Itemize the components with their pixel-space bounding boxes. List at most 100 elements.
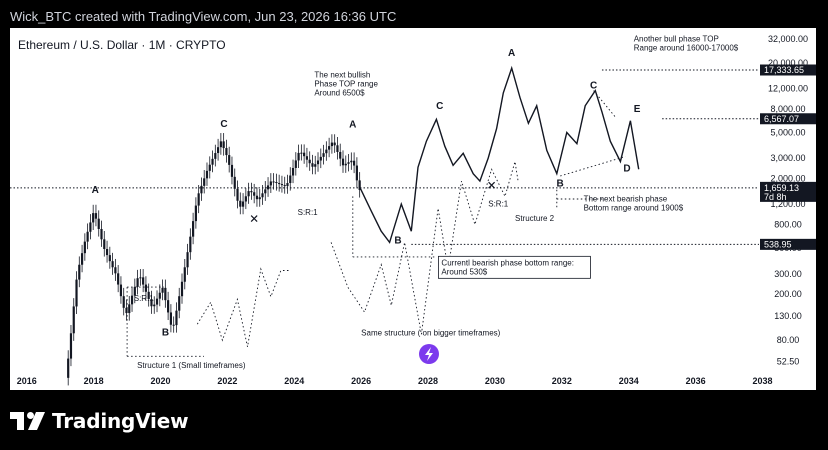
candle-body [261,193,264,198]
candle-body [278,183,281,185]
candle-body [167,300,170,313]
y-tick-label: 80.00 [777,335,800,345]
price-level-value: 17,333.65 [764,65,804,75]
candle-body [222,141,225,149]
candle-body [205,170,209,179]
candle-body [97,218,100,229]
bearish-bottom-note: Currentl bearish phase bottom range: [441,258,574,267]
wave-point-label: D [623,163,630,174]
cross-marker [488,181,496,189]
candle-body [330,142,333,147]
candle-body [244,196,247,202]
annotation-top-target: Range around 16000-17000$ [634,44,739,53]
projected-path-line [358,65,640,244]
wave-point-label: A [349,120,356,131]
candle-body [158,292,161,299]
c-to-e-dotted-link [593,90,616,118]
candle-body [75,279,78,307]
y-tick-label: 1,200.00 [770,199,805,209]
bearish-bottom-note-box [438,255,591,279]
candle-body [216,147,220,154]
candle-body [247,191,250,197]
candle-body [314,164,317,167]
candle-body [294,160,297,168]
price-level-tag[interactable] [760,238,816,250]
price-level-tag[interactable] [760,113,816,125]
candle-body [250,191,253,193]
wave-point-label: E [634,104,641,115]
annotation-top-target: Another bull phase TOP [634,35,719,44]
candle-body [147,291,150,300]
x-tick-label: 2016 [17,376,37,386]
sr-ratio-label: S:R:1 [298,208,319,217]
annotation-same-structure: Same structure ( on bigger timeframes) [361,328,500,337]
wave-point-label: C [436,101,443,112]
candle-body [128,304,131,314]
candle-body [164,287,167,301]
sr-ratio-label: S:R:1 [134,294,155,303]
wave-point-label: B [394,235,401,246]
price-level-value: 1,659.13 [764,183,799,193]
y-tick-label: 3,000.00 [770,153,805,163]
wave-point-label: C [220,119,227,130]
candle-body [200,185,203,194]
candle-body [136,278,139,287]
candle-body [230,164,234,177]
price-level-value: 538.95 [764,239,792,249]
x-tick-label: 2020 [150,376,170,386]
chart-panel[interactable]: Ethereum / U.S. Dollar · 1M · CRYPTO 2016… [10,28,816,390]
candle-body [178,296,181,311]
candle-body [83,241,86,254]
y-tick-label: 2,000.00 [770,173,805,183]
candle-body [108,255,111,262]
y-tick-label: 32,000.00 [768,34,808,44]
x-tick-label: 2026 [351,376,371,386]
candle-body [286,183,289,187]
y-tick-label: 8,000.00 [770,104,805,114]
candle-body [208,164,211,171]
y-tick-label: 130.00 [774,311,802,321]
candle-body [291,167,295,176]
price-level-tag[interactable] [760,181,816,202]
candle-body [186,252,189,268]
b-to-d-dotted-trendline [560,156,626,177]
candle-body [339,151,342,159]
wave-point-label: C [590,80,597,91]
x-tick-label: 2030 [485,376,505,386]
candle-body [305,156,309,160]
sr-ratio-label: S:R:1 [488,199,509,208]
candle-body [236,188,239,201]
candle-body [133,286,136,296]
candle-body [266,185,270,190]
candle-body [153,304,156,307]
price-level-tag[interactable] [760,64,816,76]
candle-body [103,239,106,250]
candle-body [119,284,123,297]
candle-body [117,273,120,285]
candle-body [211,158,214,165]
y-tick-label: 52.50 [777,356,800,366]
annotation-structure2: Structure 2 [515,214,555,223]
price-chart[interactable]: Ethereum / U.S. Dollar · 1M · CRYPTO 2016… [10,28,816,390]
candle-body [316,160,320,165]
candle-body [311,163,314,167]
candle-body [353,160,356,166]
x-tick-label: 2032 [552,376,572,386]
annotation-bear-target: The next bearish phase [584,194,668,203]
x-tick-label: 2028 [418,376,438,386]
tradingview-logo[interactable]: TradingView [10,408,189,434]
candle-body [161,287,164,293]
y-tick-label: 12,000.00 [768,83,808,93]
candle-body [303,152,306,157]
candle-body [142,277,145,285]
candle-body [183,267,186,282]
candle-body [272,181,275,183]
annotation-bull-target: Phase TOP range [314,79,378,88]
structure1-sketch [196,267,291,347]
candle-body [130,295,134,305]
candle-body [219,141,222,148]
x-tick-label: 2022 [217,376,237,386]
candle-body [89,222,92,232]
lightning-bolt-icon [425,347,433,361]
candle-body [197,193,200,206]
